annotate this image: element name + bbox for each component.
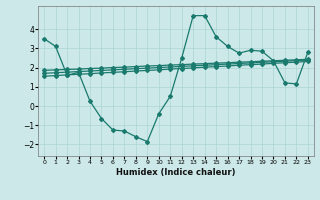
X-axis label: Humidex (Indice chaleur): Humidex (Indice chaleur) [116,168,236,177]
